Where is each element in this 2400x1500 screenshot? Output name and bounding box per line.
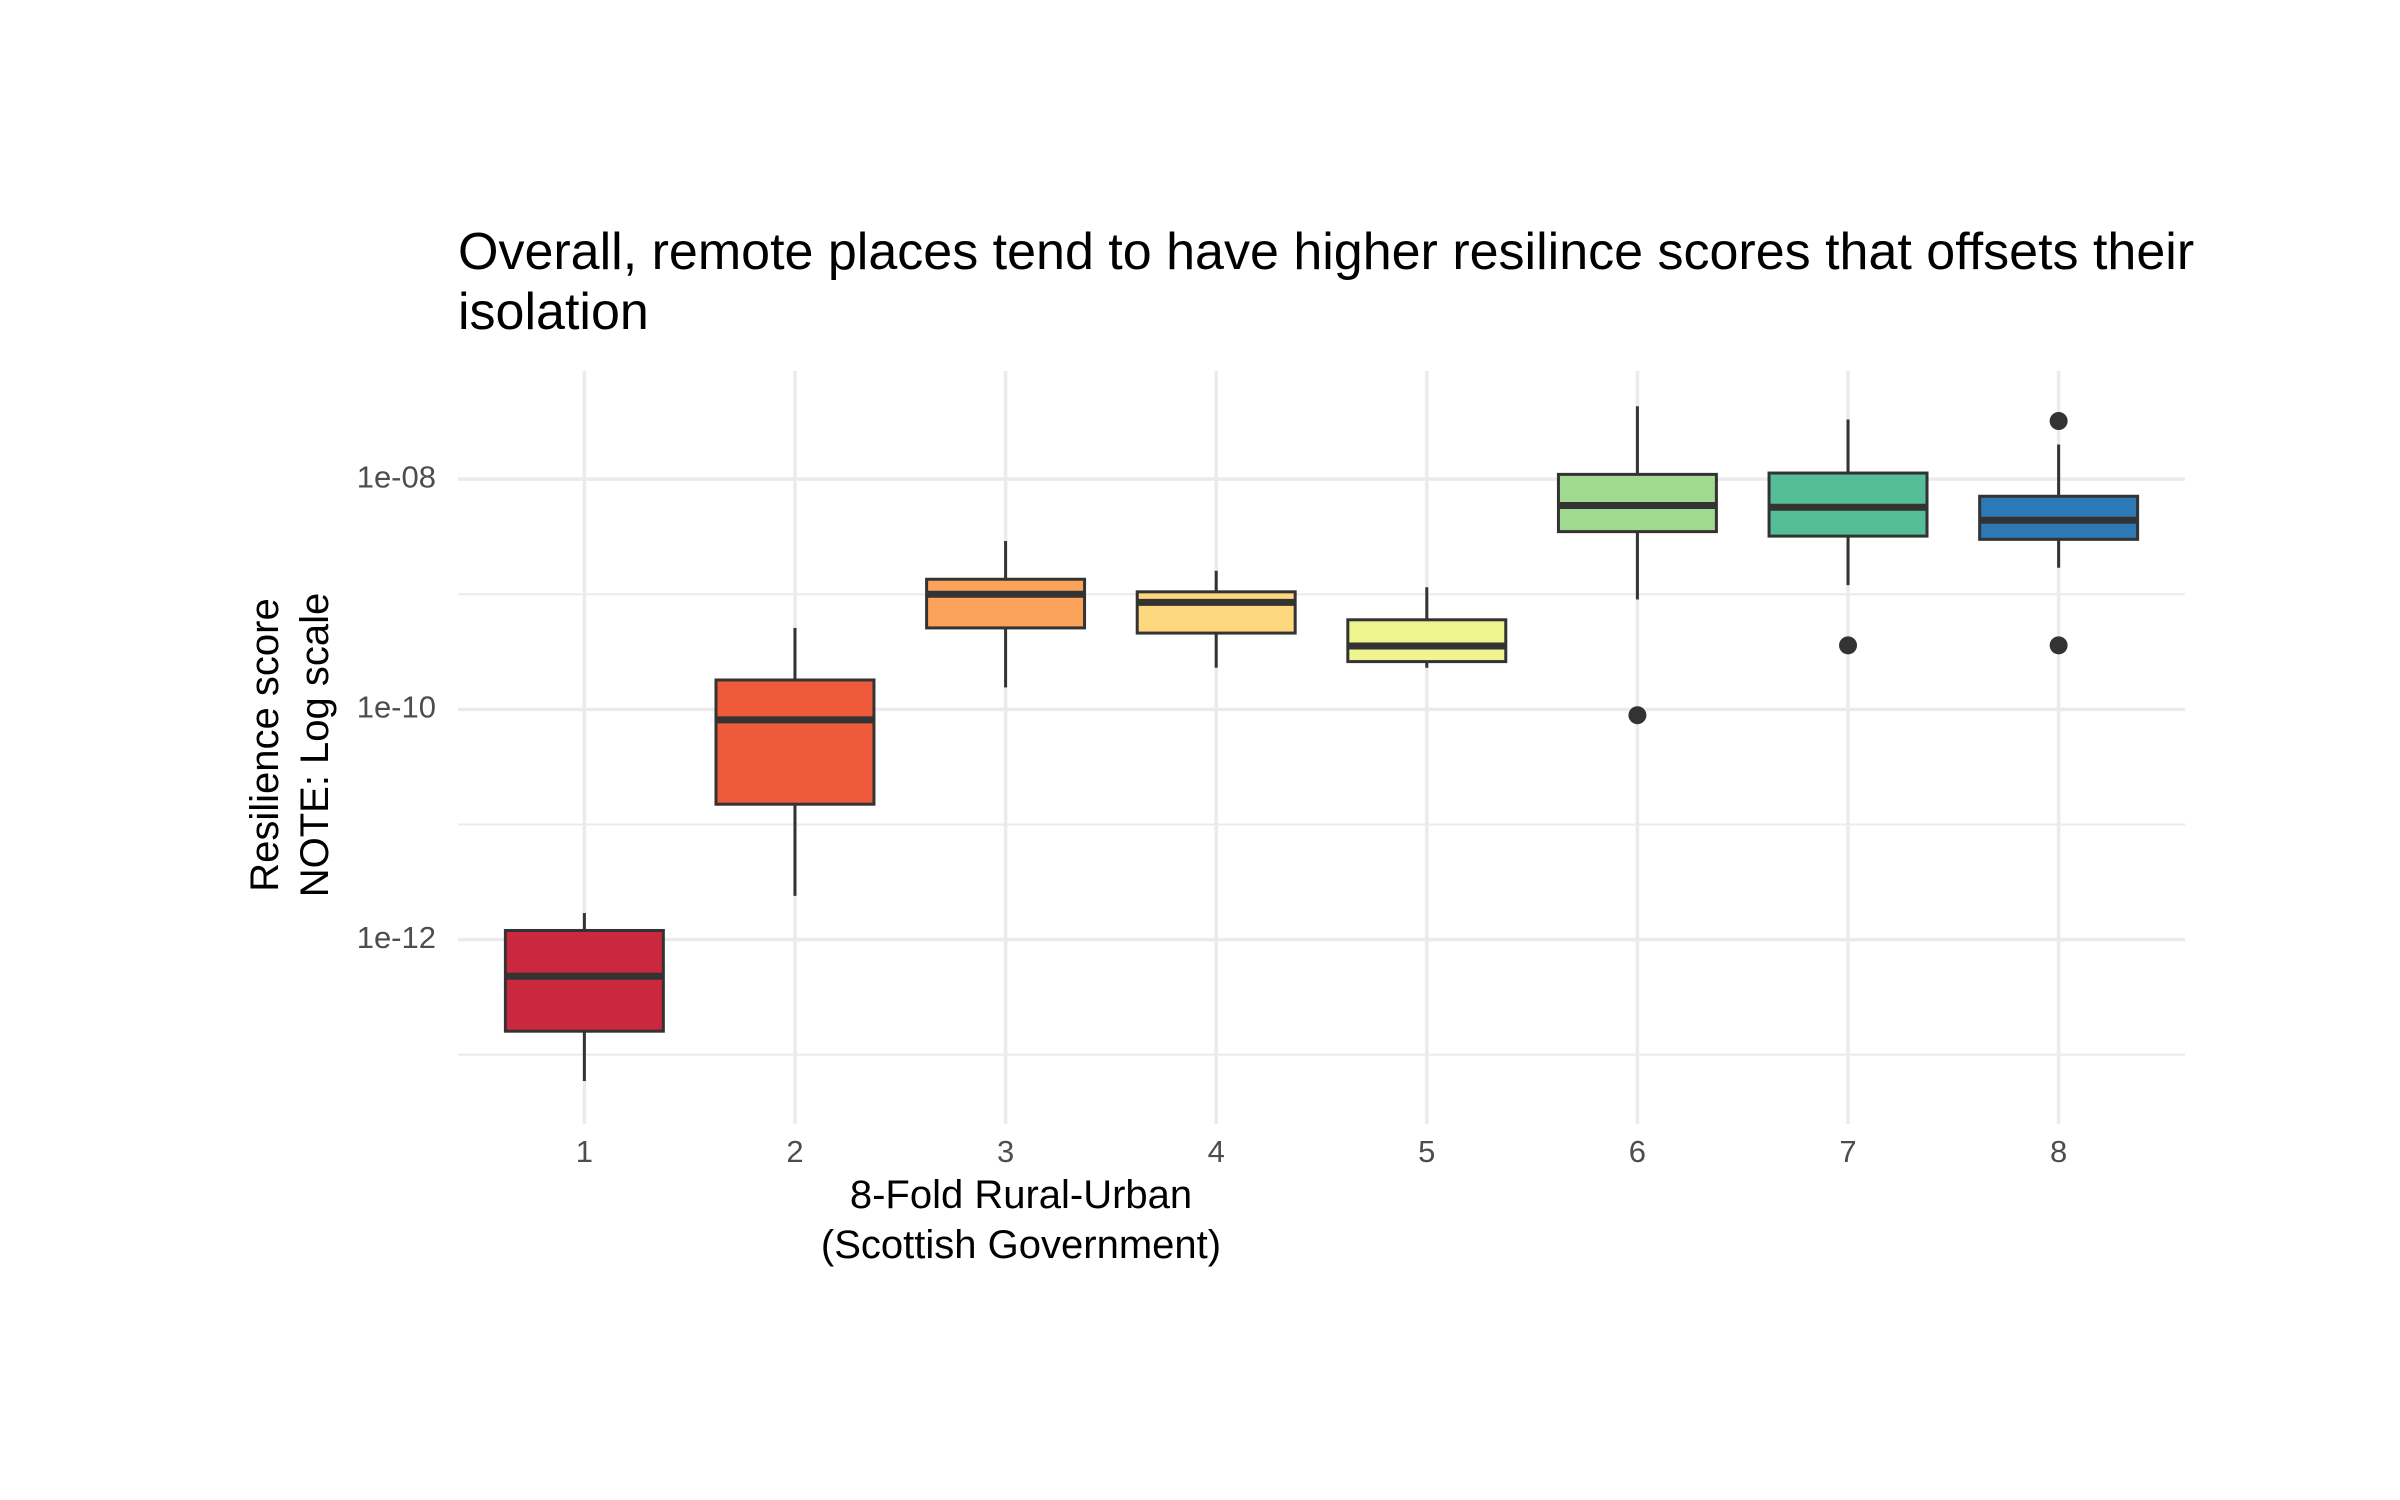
x-axis-title: 8-Fold Rural-Urban (Scottish Government) xyxy=(820,1173,1222,1267)
x-tick-label: 2 xyxy=(786,1134,803,1169)
x-tick-label: 8 xyxy=(2050,1134,2067,1169)
y-tick-label: 1e-08 xyxy=(357,459,436,494)
y-tick-label: 1e-12 xyxy=(357,920,436,955)
x-tick-label: 3 xyxy=(997,1134,1014,1169)
x-tick-label: 4 xyxy=(1208,1134,1225,1169)
outlier xyxy=(1839,636,1858,655)
box xyxy=(503,928,665,1033)
box xyxy=(925,577,1087,630)
chart-title: Overall, remote places tend to have high… xyxy=(458,223,2195,341)
box xyxy=(714,678,876,806)
x-tick-label: 7 xyxy=(1839,1134,1856,1169)
outlier xyxy=(2049,412,2068,431)
box xyxy=(1346,618,1508,664)
x-tick-label: 1 xyxy=(576,1134,593,1169)
x-tick-label: 5 xyxy=(1418,1134,1435,1169)
box xyxy=(1135,590,1297,635)
y-tick-label: 1e-10 xyxy=(357,690,436,725)
outlier xyxy=(2049,636,2068,655)
outlier xyxy=(1628,706,1647,725)
x-tick-label: 6 xyxy=(1629,1134,1646,1169)
y-axis-title: Resilience score NOTE: Log scale xyxy=(243,592,337,898)
